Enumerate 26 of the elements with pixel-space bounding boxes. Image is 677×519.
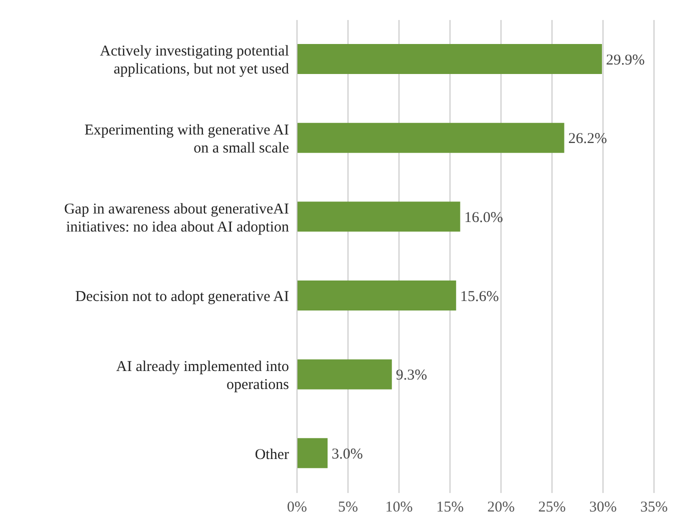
y-tick-label: Actively investigating potential applications, but not yet used [100,44,290,78]
x-tick-label: 10% [385,500,413,516]
bar [297,122,564,153]
y-tick-label: Experimenting with generative AI on a small scale [84,122,290,156]
x-tick-label: 0% [287,500,307,516]
data-label: 9.3% [396,368,428,384]
x-tick-label: 15% [436,500,464,516]
bar [297,44,602,74]
x-tick-label: 25% [538,500,566,516]
bar [297,202,460,232]
x-tick-label: 30% [589,500,617,516]
data-label: 3.0% [332,446,363,462]
y-tick-label: Decision not to adopt generative AI [75,289,289,306]
bar [297,359,392,390]
x-tick-label: 20% [487,500,515,516]
y-tick-label: AI already implemented into operations [116,359,290,393]
y-tick-label: Gap in awareness about generativeAI initiatives: no idea about AI adoption [64,201,290,236]
bar [297,280,456,310]
x-tick-label: 35% [640,500,668,516]
x-tick-label: 5% [338,500,358,516]
bar [297,438,328,468]
data-label: 16.0% [464,210,503,226]
y-tick-label: Other [254,446,289,463]
data-label: 26.2% [568,131,607,148]
data-label: 15.6% [460,288,499,305]
data-label: 29.9% [606,52,645,68]
